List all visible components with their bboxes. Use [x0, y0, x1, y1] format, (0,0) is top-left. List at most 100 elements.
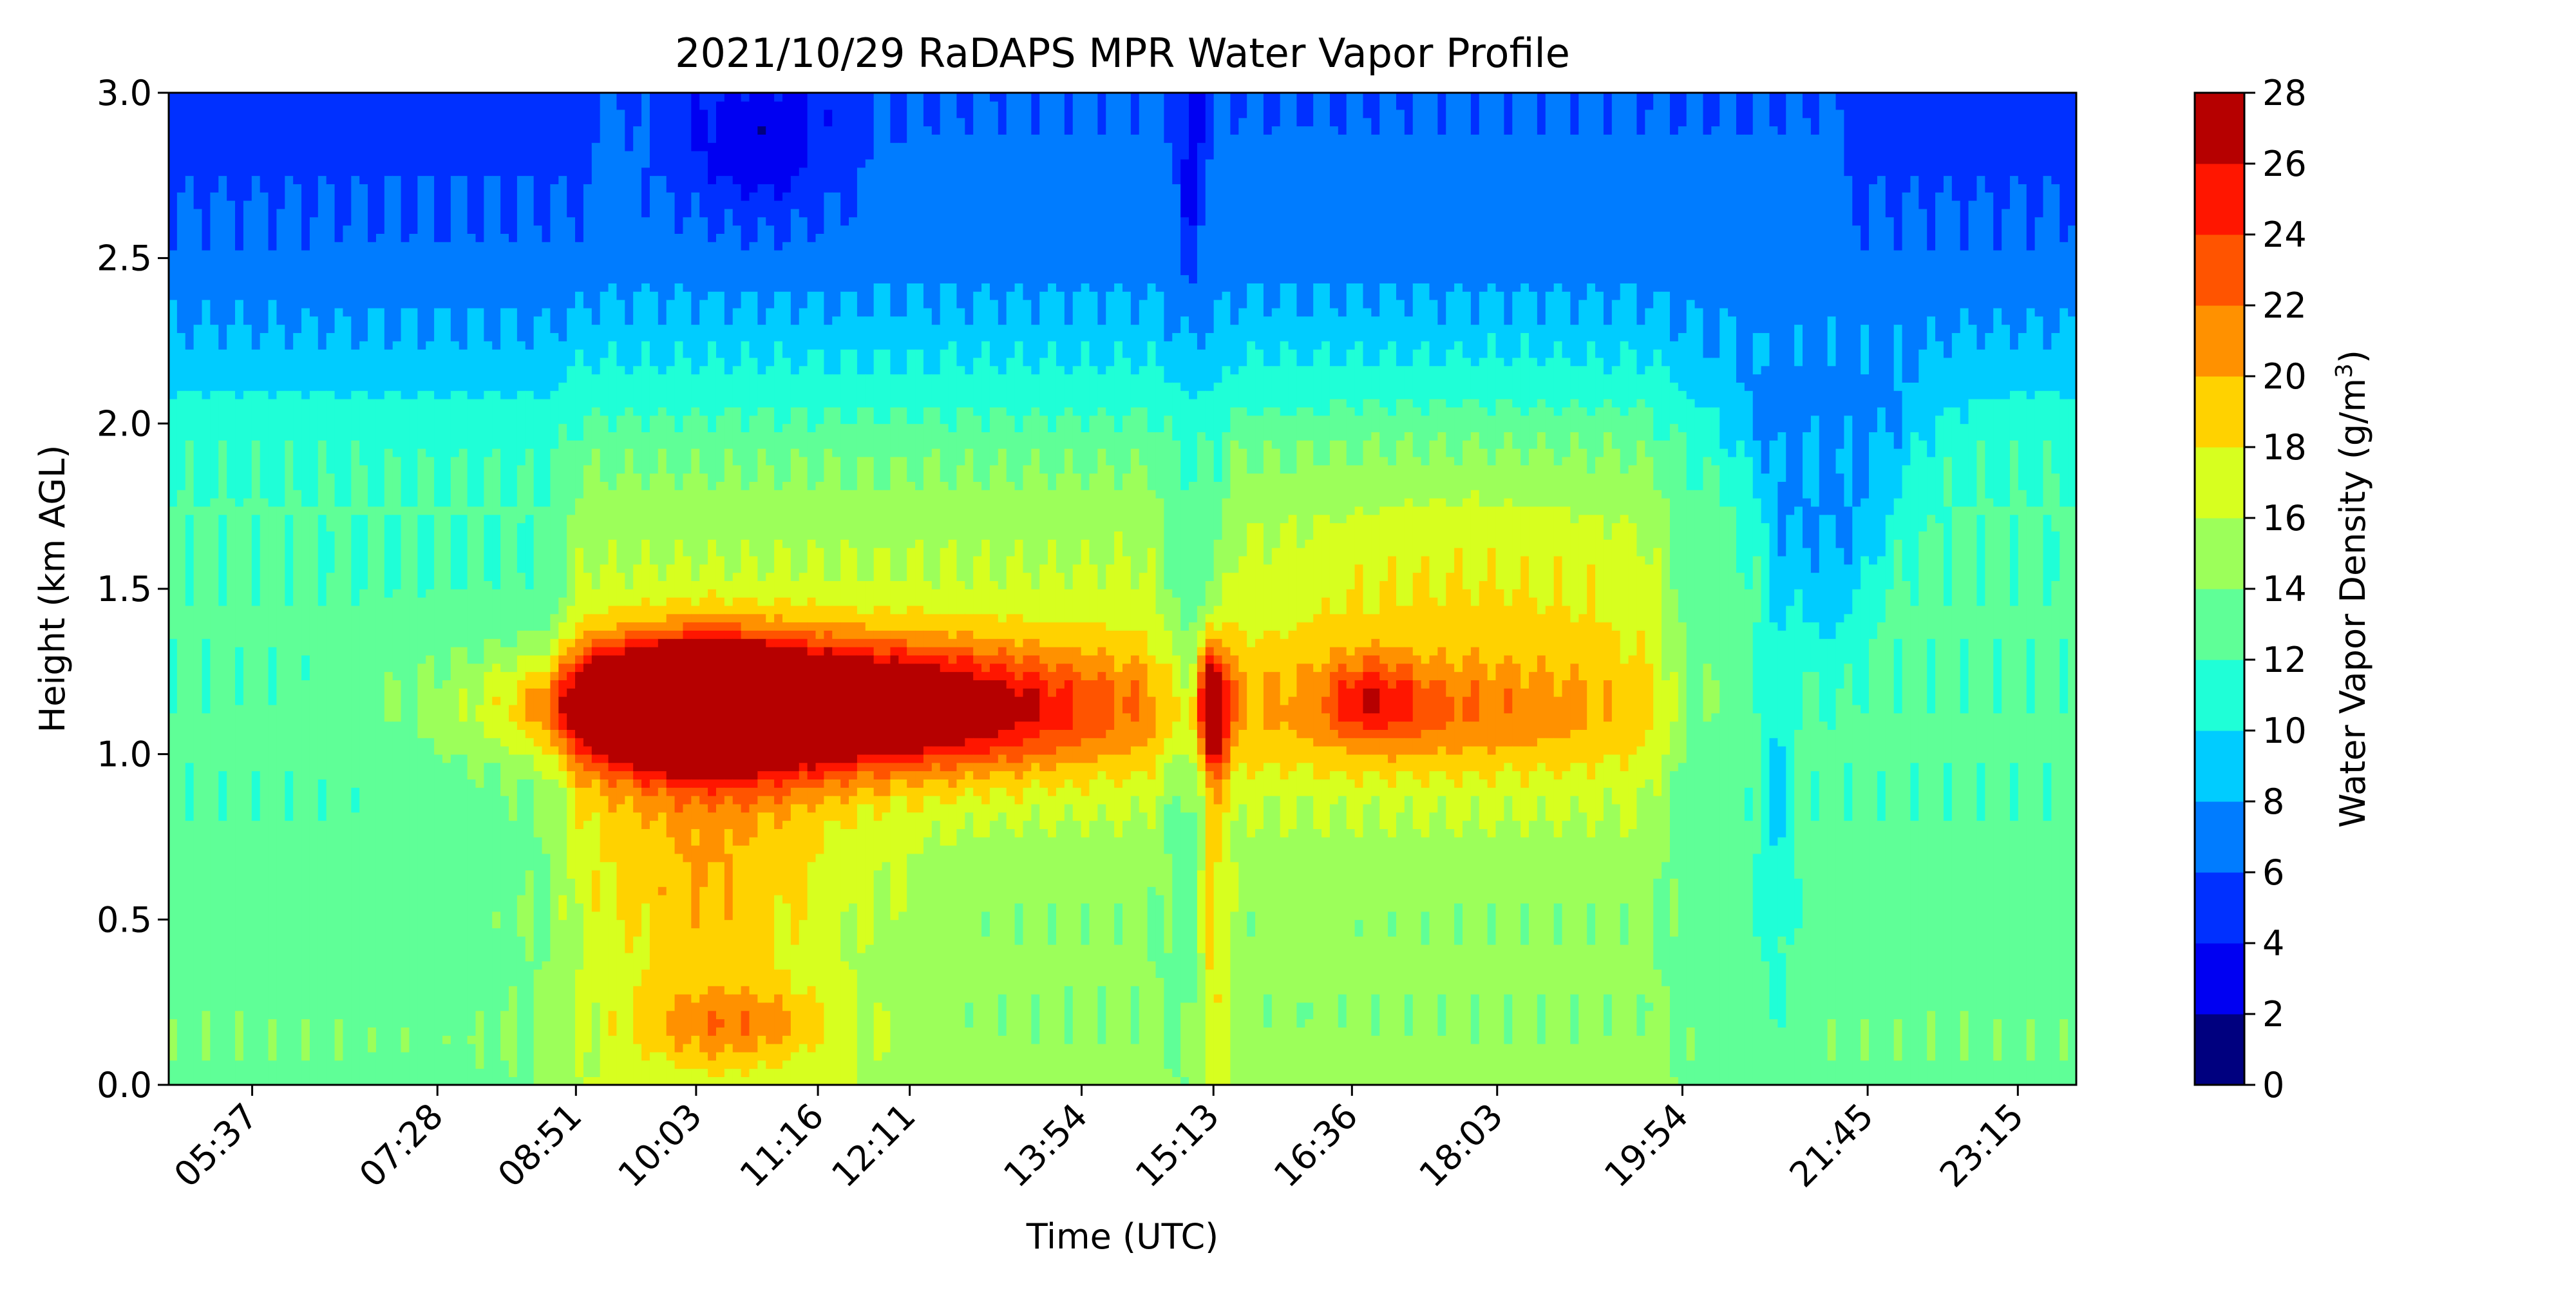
contour-band-segment [1155, 432, 1165, 499]
contour-band-segment [591, 870, 601, 912]
field-column [1412, 93, 1422, 1085]
contour-band-segment [575, 1076, 584, 1085]
contour-band-segment [907, 630, 916, 647]
contour-band-segment [1172, 440, 1181, 598]
contour-band-segment [890, 754, 900, 763]
contour-band-segment [1520, 903, 1530, 945]
field-column [2026, 93, 2036, 1085]
contour-band-segment [1130, 93, 1140, 135]
contour-band-segment [558, 729, 567, 738]
contour-band-segment [343, 225, 352, 317]
contour-band-segment [309, 390, 319, 507]
contour-band-segment [434, 506, 443, 689]
contour-band-segment [434, 754, 443, 1085]
contour-band-segment [1562, 456, 1571, 507]
contour-band-segment [873, 754, 883, 763]
contour-band-segment [940, 646, 949, 656]
contour-band-segment [774, 993, 783, 1044]
contour-band-segment [1976, 820, 1986, 1085]
contour-band-segment [185, 514, 194, 606]
contour-band-segment [1861, 324, 1870, 375]
contour-band-segment [1545, 506, 1555, 606]
contour-band-segment [782, 795, 791, 821]
contour-band-segment [1537, 655, 1546, 738]
contour-band-segment [1114, 944, 1123, 1085]
contour-band-segment [923, 630, 933, 647]
contour-band-segment [1014, 432, 1024, 490]
contour-band-segment [2009, 605, 2019, 763]
contour-band-segment [790, 779, 800, 788]
contour-band-segment [641, 638, 650, 647]
contour-band-segment [658, 770, 667, 779]
contour-band-segment [782, 622, 791, 631]
contour-band-segment [708, 1010, 717, 1036]
contour-band-segment [973, 415, 982, 482]
contour-band-segment [649, 415, 659, 474]
contour-band-segment [1678, 332, 1687, 391]
contour-band-segment [625, 952, 634, 1085]
contour-band-segment [849, 655, 858, 763]
contour-band-segment [1305, 440, 1314, 540]
contour-band-segment [1072, 622, 1082, 647]
contour-band-segment [417, 738, 427, 1085]
field-column [2051, 93, 2061, 1085]
contour-band-segment [591, 655, 601, 755]
contour-band-segment [1495, 820, 1505, 1085]
contour-band-segment [1993, 249, 2002, 309]
contour-band-segment [1504, 93, 1513, 135]
contour-band-segment [1130, 324, 1140, 375]
contour-band-segment [2051, 580, 2061, 1085]
contour-band-segment [1031, 589, 1041, 623]
contour-band-segment [724, 406, 734, 449]
contour-band-segment [1537, 1043, 1546, 1085]
contour-band-segment [525, 514, 535, 589]
contour-band-segment [1463, 770, 1472, 821]
contour-band-segment [1172, 382, 1181, 441]
contour-band-segment [1048, 795, 1057, 837]
contour-band-segment [260, 497, 269, 1085]
contour-band-segment [434, 688, 443, 755]
contour-band-segment [799, 216, 808, 309]
contour-band-segment [1354, 671, 1364, 680]
contour-band-segment [2043, 349, 2052, 391]
contour-band-segment [1329, 398, 1339, 441]
contour-band-segment [1238, 671, 1247, 730]
contour-band-segment [1520, 93, 1530, 283]
contour-band-segment [1222, 291, 1231, 367]
contour-band-segment [459, 754, 468, 1085]
contour-band-segment [218, 390, 227, 441]
contour-band-segment [550, 184, 560, 333]
plot-area [169, 93, 2076, 1085]
contour-band-segment [1122, 820, 1132, 1085]
contour-band-segment [1504, 688, 1513, 714]
contour-band-segment [1072, 787, 1082, 821]
contour-band-segment [840, 911, 849, 962]
contour-band-segment [616, 646, 626, 656]
contour-band-segment [1363, 688, 1372, 714]
contour-band-segment [492, 448, 501, 515]
contour-band-segment [1122, 473, 1132, 557]
contour-band-segment [616, 762, 626, 772]
contour-band-segment [1752, 93, 1762, 333]
contour-band-segment [525, 961, 535, 1085]
contour-band-segment [575, 547, 584, 623]
x-tick-label: 23:15 [1932, 1096, 2032, 1196]
contour-band-segment [1263, 316, 1273, 367]
contour-band-segment [1346, 655, 1356, 673]
contour-band-segment [1437, 770, 1447, 796]
contour-band-segment [1230, 721, 1240, 747]
field-column [326, 93, 336, 1085]
contour-band-segment [417, 390, 427, 449]
contour-band-segment [699, 993, 708, 1053]
contour-band-segment [832, 770, 841, 779]
contour-band-segment [923, 779, 933, 796]
contour-band-segment [757, 1002, 767, 1036]
contour-band-segment [1139, 464, 1148, 573]
field-column [956, 93, 966, 1085]
contour-band-segment [1943, 762, 1953, 821]
contour-band-segment [1520, 787, 1530, 837]
contour-band-segment [1006, 555, 1016, 615]
contour-band-segment [691, 580, 701, 606]
contour-band-segment [2051, 184, 2061, 333]
contour-band-segment [1694, 490, 1704, 1085]
